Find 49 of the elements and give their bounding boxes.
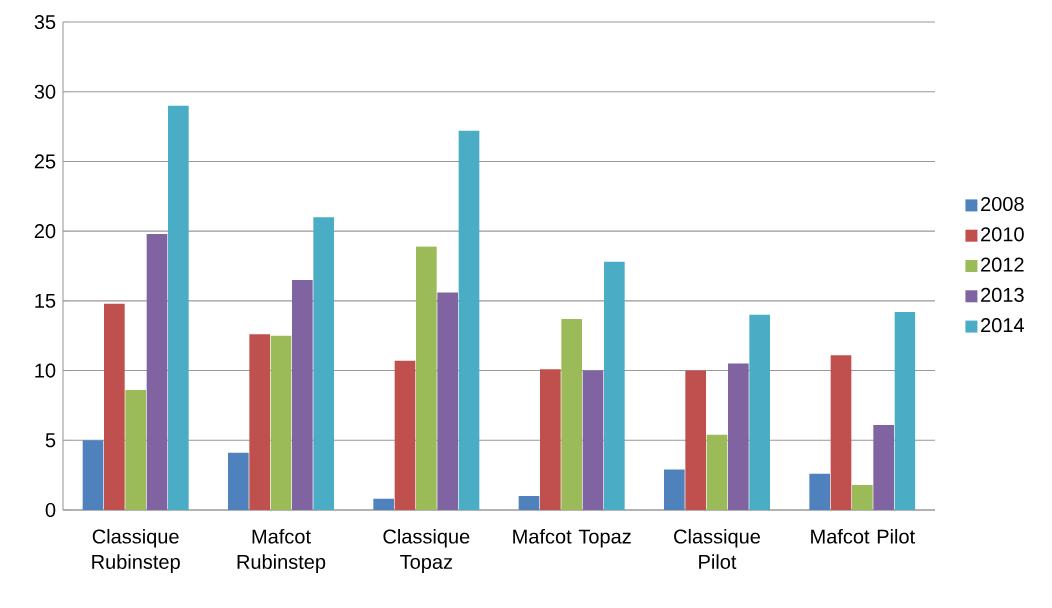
bar [249, 334, 271, 510]
bar [830, 355, 852, 510]
bar [728, 363, 749, 510]
x-tick-label: Classique Topaz [383, 528, 470, 573]
legend-label: 2012 [981, 257, 1024, 272]
bar [582, 370, 604, 510]
bar [518, 496, 540, 510]
bar [894, 312, 916, 510]
x-tick-label: Mafcot Pilot [811, 528, 915, 544]
bar [416, 246, 437, 510]
y-tick-label: 30 [34, 84, 56, 99]
bar [292, 279, 313, 510]
y-tick-label: 25 [34, 154, 56, 169]
bar [664, 469, 685, 510]
bar [809, 473, 831, 510]
bar [104, 303, 125, 510]
x-tick-label: Mafcot Rubinstep [237, 528, 326, 573]
y-tick-label: 20 [34, 224, 56, 239]
bar [270, 335, 292, 510]
y-tick-label: 15 [35, 293, 56, 308]
y-tick-label: 10 [35, 363, 56, 378]
bar [604, 261, 625, 510]
bar [373, 498, 395, 510]
bar [685, 370, 707, 510]
bar [437, 292, 458, 510]
bar [168, 105, 189, 510]
y-tick-label: 35 [34, 14, 56, 30]
bar [394, 360, 416, 510]
legend-label: 2010 [981, 227, 1024, 242]
y-tick-label: 0 [45, 502, 56, 518]
bar [852, 484, 873, 510]
legend-label: 2008 [981, 196, 1024, 212]
legend-label: 2014 [981, 318, 1024, 333]
x-tick-label: Mafcot Topaz [513, 528, 631, 548]
bar [749, 314, 771, 510]
y-tick-label: 5 [45, 433, 56, 448]
x-tick-label: Classique Pilot [674, 528, 760, 569]
bar [228, 452, 249, 510]
legend-label: 2013 [981, 287, 1024, 302]
bar [146, 233, 168, 510]
bar [82, 440, 104, 510]
bar [458, 130, 480, 510]
bar [873, 424, 895, 510]
bar [561, 318, 582, 510]
x-tick-label: Classique Rubinstep [92, 528, 180, 573]
bar [313, 217, 335, 510]
bar [125, 390, 146, 510]
bar [540, 369, 561, 510]
bar [706, 434, 728, 510]
